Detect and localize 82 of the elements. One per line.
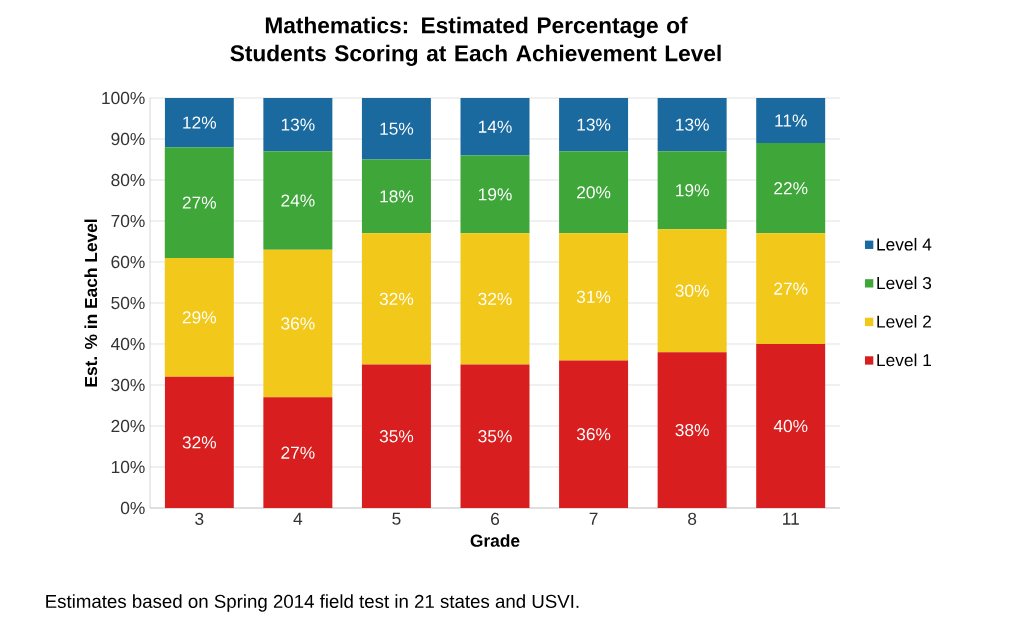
bar	[164, 376, 234, 508]
bar	[657, 352, 727, 508]
bar	[361, 364, 431, 508]
data-label: 27%	[182, 196, 217, 209]
y-tick-label: 70%	[111, 214, 145, 228]
x-tick-label: 11	[783, 512, 799, 525]
data-label: 13%	[577, 118, 611, 131]
bar	[559, 98, 629, 152]
data-label: 35%	[478, 430, 512, 443]
bar	[756, 143, 826, 234]
bar	[361, 159, 431, 234]
bar	[361, 98, 431, 160]
bar	[263, 397, 333, 508]
y-tick-label: 40%	[111, 337, 145, 351]
y-tick-label: 80%	[111, 173, 145, 187]
data-label: 24%	[281, 194, 315, 207]
data-label: 19%	[676, 184, 709, 197]
data-label: 32%	[182, 436, 217, 449]
data-label: 30%	[675, 284, 709, 297]
bar	[263, 98, 333, 152]
bar	[756, 344, 826, 508]
bar	[559, 233, 629, 361]
data-label: 27%	[281, 446, 315, 459]
bar	[756, 233, 826, 344]
bar	[559, 151, 629, 234]
text: Estimates based on Spring 2014 field test in 21 states and USVI.	[46, 594, 579, 612]
bar	[460, 364, 530, 508]
bar	[164, 257, 234, 377]
y-tick-label: 50%	[111, 296, 145, 310]
data-label: 13%	[676, 118, 709, 131]
data-label: 35%	[379, 430, 414, 443]
data-label: 36%	[576, 428, 611, 441]
data-label: 13%	[281, 118, 315, 131]
x-tick-label: 6	[491, 512, 500, 525]
data-label: 40%	[773, 419, 808, 433]
bar	[657, 229, 727, 353]
y-tick-label: 100%	[102, 91, 145, 105]
data-label: 12%	[183, 116, 217, 129]
data-label: 11%	[775, 114, 807, 127]
y-axis-title: Est. % in Each Level	[84, 219, 98, 387]
legend-label: Level 4	[877, 237, 932, 251]
bar	[263, 151, 333, 250]
legend-label: Level 2	[877, 314, 931, 328]
y-tick-label: 10%	[111, 460, 145, 474]
chart-title: Mathematics: Estimated Percentage of Students Scoring at Each Achievement Level	[230, 16, 721, 66]
bar	[460, 233, 530, 365]
data-label: 22%	[774, 182, 808, 195]
x-tick-label: 7	[589, 512, 598, 525]
data-label: 31%	[576, 290, 611, 303]
y-tick-label: 0%	[120, 501, 145, 515]
y-tick-label: 90%	[111, 132, 145, 146]
legend-label: Level 3	[877, 276, 932, 290]
x-tick-label: 3	[195, 512, 204, 525]
data-label: 32%	[379, 292, 414, 306]
data-label: 20%	[577, 186, 611, 199]
x-tick-label: 5	[392, 512, 401, 525]
data-label: 32%	[478, 292, 512, 306]
x-tick-label: 8	[688, 512, 697, 525]
y-tick-label: 30%	[111, 378, 145, 392]
bar	[263, 249, 333, 398]
data-label: 38%	[675, 423, 709, 437]
data-label: 18%	[380, 190, 414, 203]
legend-label: Level 1	[877, 353, 932, 367]
bar	[460, 98, 530, 156]
data-label: 15%	[380, 122, 414, 135]
bar	[657, 98, 727, 152]
bar	[164, 98, 234, 148]
data-label: 36%	[281, 317, 315, 330]
bar	[164, 147, 234, 258]
y-tick-label: 20%	[111, 419, 145, 433]
data-label: 14%	[478, 120, 512, 133]
bar	[657, 151, 727, 230]
bar	[756, 98, 826, 144]
x-tick-label: 4	[293, 512, 303, 525]
bar	[361, 233, 431, 365]
data-label: 19%	[478, 188, 512, 201]
bar	[559, 360, 629, 508]
data-label: 29%	[182, 311, 217, 324]
y-tick-label: 60%	[111, 255, 145, 269]
bar	[460, 155, 530, 234]
x-axis-title: Grade	[470, 534, 520, 547]
data-label: 27%	[774, 282, 808, 295]
